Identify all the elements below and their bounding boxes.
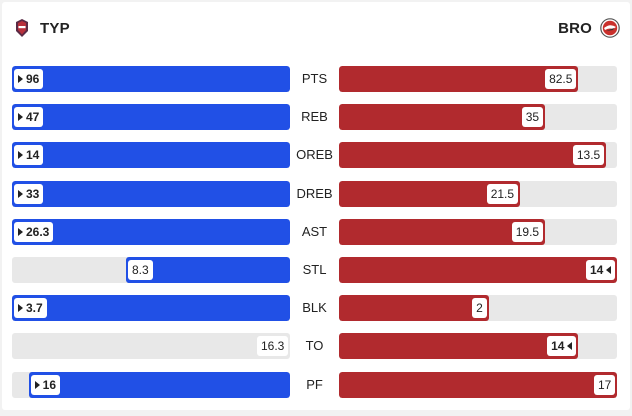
- left-bar-track: [12, 333, 290, 359]
- left-bar-track: [12, 142, 290, 168]
- team-left-header: TYP: [12, 16, 70, 40]
- stat-label: STL: [302, 262, 327, 277]
- right-bar-track: [339, 104, 617, 130]
- right-value-label: 35: [521, 107, 544, 127]
- left-bar: [12, 181, 290, 207]
- stat-label: OREB: [296, 147, 333, 162]
- left-value-label: 26.3: [14, 222, 54, 242]
- rockets-logo-icon: [600, 18, 620, 38]
- leader-arrow-icon: [18, 190, 23, 198]
- leader-arrow-icon: [34, 381, 40, 389]
- leader-arrow-icon: [18, 113, 23, 121]
- left-bar-track: [12, 104, 290, 130]
- right-value: 2: [476, 301, 483, 315]
- stat-label: PTS: [301, 71, 328, 86]
- right-bar-track: [339, 142, 617, 168]
- right-bar: [339, 142, 606, 168]
- left-value-label: 96: [14, 69, 44, 89]
- right-bar-track: [339, 372, 617, 398]
- left-value: 3.7: [26, 301, 43, 315]
- left-value-label: 16: [30, 375, 61, 395]
- stat-label: AST: [301, 224, 328, 239]
- stat-row-pts: 96 PTS 82.5: [0, 66, 632, 92]
- stat-label: PF: [306, 377, 323, 392]
- right-value-label: 14: [547, 336, 577, 356]
- left-value: 47: [26, 110, 40, 124]
- stat-row-reb: 47 REB 35: [0, 104, 632, 130]
- right-bar: [339, 333, 579, 359]
- stat-row-stl: 8.3 STL 14: [0, 257, 632, 283]
- left-bar: [12, 219, 290, 245]
- leader-arrow-icon: [18, 228, 23, 236]
- right-value-label: 17: [594, 375, 616, 395]
- stat-row-blk: 3.7 BLK 2: [0, 295, 632, 321]
- leader-arrow-icon: [567, 342, 573, 350]
- leader-arrow-icon: [606, 266, 612, 274]
- right-bar-track: [339, 295, 617, 321]
- left-bar-track: [12, 66, 290, 92]
- right-value-label: 2: [472, 298, 487, 318]
- left-value: 33: [26, 187, 40, 201]
- left-value: 16.3: [261, 339, 285, 353]
- left-bar: [125, 257, 290, 283]
- left-value-label: 8.3: [127, 260, 153, 280]
- right-bar: [339, 372, 617, 398]
- right-value: 35: [525, 110, 540, 124]
- right-bar-track: [339, 219, 617, 245]
- left-value-label: 16.3: [257, 336, 289, 356]
- raptors-logo-icon: [16, 19, 28, 37]
- left-value: 26.3: [26, 225, 50, 239]
- right-value: 17: [598, 378, 612, 392]
- left-bar: [12, 142, 290, 168]
- team-left-name: TYP: [40, 19, 70, 37]
- stat-label: DREB: [296, 186, 333, 201]
- right-value: 14: [551, 339, 565, 353]
- right-value-label: 21.5: [486, 184, 519, 204]
- stat-label: REB: [301, 109, 328, 124]
- right-value: 82.5: [549, 72, 573, 86]
- leader-arrow-icon: [18, 304, 23, 312]
- left-bar: [12, 66, 290, 92]
- left-bar-track: [12, 295, 290, 321]
- right-value-label: 19.5: [511, 222, 544, 242]
- right-bar: [339, 295, 490, 321]
- right-value-label: 82.5: [545, 69, 577, 89]
- right-bar: [339, 219, 545, 245]
- left-bar: [12, 104, 290, 130]
- left-value: 14: [26, 148, 40, 162]
- leader-arrow-icon: [18, 151, 23, 159]
- left-value: 96: [26, 72, 40, 86]
- stat-label: TO: [305, 338, 324, 353]
- left-value-label: 14: [14, 145, 44, 165]
- left-value: 16: [42, 378, 57, 392]
- right-value: 14: [590, 263, 604, 277]
- stat-row-oreb: 14 OREB 13.5: [0, 142, 632, 168]
- right-bar: [339, 257, 617, 283]
- right-bar: [339, 66, 579, 92]
- left-value-label: 3.7: [14, 298, 47, 318]
- left-bar: [28, 372, 290, 398]
- right-bar-track: [339, 257, 617, 283]
- right-value-label: 13.5: [572, 145, 605, 165]
- stat-row-pf: 16 PF 17: [0, 372, 632, 398]
- team-right-header: BRO: [558, 16, 620, 40]
- right-bar-track: [339, 181, 617, 207]
- leader-arrow-icon: [18, 75, 23, 83]
- left-bar: [12, 295, 290, 321]
- left-bar-track: [12, 219, 290, 245]
- stat-row-to: 16.3 TO 14: [0, 333, 632, 359]
- right-value: 19.5: [515, 225, 540, 239]
- right-bar: [339, 104, 545, 130]
- left-value-label: 33: [14, 184, 44, 204]
- left-value: 8.3: [131, 263, 149, 277]
- left-bar-track: [12, 181, 290, 207]
- left-value-label: 47: [14, 107, 44, 127]
- stat-label: BLK: [302, 300, 327, 315]
- right-value: 21.5: [490, 187, 515, 201]
- right-value: 13.5: [576, 148, 601, 162]
- stat-row-dreb: 33 DREB 21.5: [0, 181, 632, 207]
- stat-row-ast: 26.3 AST 19.5: [0, 219, 632, 245]
- right-value-label: 14: [586, 260, 616, 280]
- team-right-name: BRO: [558, 19, 592, 37]
